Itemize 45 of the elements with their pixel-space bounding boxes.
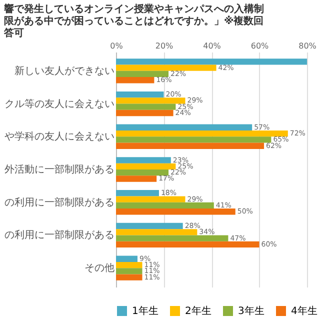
bar [116,124,252,130]
legend-label: 3年生 [238,305,264,317]
bar [116,91,164,98]
bar [116,235,228,242]
bar [116,208,236,215]
x-tick-label: 60% [250,42,270,50]
bar [116,274,142,280]
bar [116,104,176,110]
y-tick-label: クル等の友人に会えない [4,98,114,110]
bar [116,262,142,268]
legend-label: 1年生 [132,305,158,317]
bar [116,142,264,149]
bar [116,157,171,164]
legend-label: 2年生 [185,305,212,317]
bar [116,241,260,248]
bar [116,98,186,104]
bar [116,58,307,65]
y-tick-label: の利用に一部制限がある [4,196,114,208]
x-tick-label: 0% [110,42,124,50]
bar [116,222,183,230]
bar [116,77,154,84]
y-tick-label: の利用に一部制限がある [4,229,114,242]
bar [116,229,198,236]
bar [116,136,272,143]
legend-label: 4年生 [291,305,318,317]
y-tick-label: 外活動に一部制限がある [4,164,114,176]
bar [116,268,142,274]
x-tick-label: 40% [203,42,222,50]
bar [116,190,159,196]
bar [116,130,288,137]
bar [116,170,169,176]
bar [116,202,214,209]
bar [116,64,216,71]
bar [116,110,174,116]
bar [116,70,169,78]
bar [116,196,186,202]
x-tick-label: 20% [155,42,174,50]
y-tick-label: その他 [84,262,114,274]
chart-title: 響で発生しているオンライン授業やキャンパスへの入構制限がある中でが困っていることはどれですか。」※複数回答可 [3,3,264,39]
bar [116,163,176,170]
bar [116,256,138,262]
y-tick-label: や学科の友人に会えない [4,130,114,143]
x-tick-label: 80% [298,42,317,50]
y-tick-label: 新しい友人ができない [14,64,114,77]
bar [116,176,157,182]
